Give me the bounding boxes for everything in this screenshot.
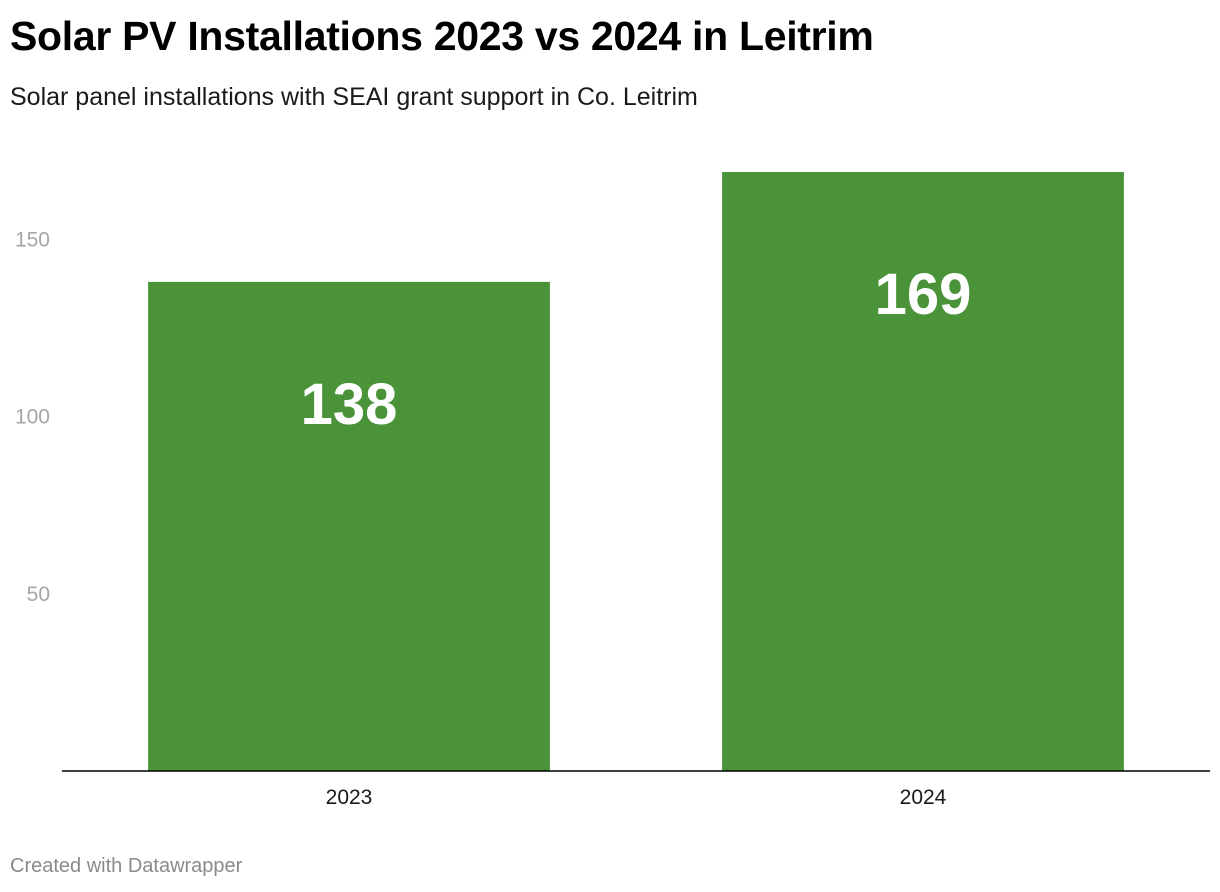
x-category-label: 2024 — [900, 786, 947, 809]
bar — [148, 281, 550, 771]
y-tick-label: 150 — [15, 228, 50, 251]
y-tick-label: 50 — [27, 583, 50, 606]
credit-footer: Created with Datawrapper — [10, 855, 243, 877]
chart-subtitle: Solar panel installations with SEAI gran… — [10, 83, 698, 111]
bar — [722, 172, 1124, 771]
bar-value-label: 138 — [301, 372, 398, 437]
x-category-label: 2023 — [326, 786, 373, 809]
bar-value-label: 169 — [875, 262, 972, 327]
chart-title: Solar PV Installations 2023 vs 2024 in L… — [10, 13, 874, 59]
y-tick-label: 100 — [15, 406, 50, 429]
